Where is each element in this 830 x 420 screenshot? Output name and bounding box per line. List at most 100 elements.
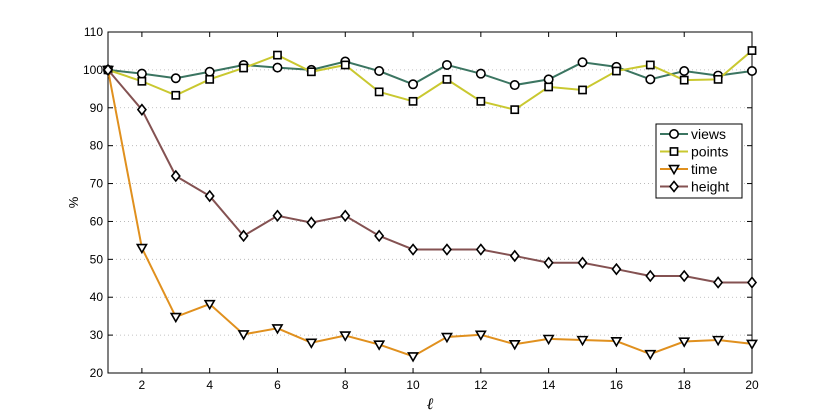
data-point-time	[678, 337, 691, 348]
data-point-time	[305, 338, 318, 349]
data-point-points	[713, 74, 723, 84]
y-tick-label: 70	[90, 177, 104, 191]
y-axis-label: %	[66, 196, 81, 208]
data-point-height	[238, 229, 249, 243]
data-point-points	[137, 76, 147, 86]
y-tick-label: 30	[90, 328, 104, 342]
legend-marker	[668, 129, 679, 140]
data-point-points	[578, 85, 587, 95]
data-point-height	[679, 269, 690, 283]
x-tick-label: 20	[745, 378, 759, 392]
data-point-time	[135, 243, 148, 255]
data-point-time	[237, 330, 250, 341]
data-point-views	[577, 57, 588, 68]
data-point-views	[679, 66, 690, 77]
data-point-time	[508, 340, 521, 351]
x-tick-label: 6	[274, 378, 281, 392]
data-point-views	[441, 59, 452, 70]
data-point-time	[746, 339, 758, 351]
data-point-points	[340, 60, 350, 70]
legend-item-time: time	[660, 161, 718, 177]
data-point-time	[712, 335, 725, 347]
data-point-height	[611, 262, 622, 276]
x-tick-label: 18	[678, 378, 692, 392]
legend-marker	[668, 164, 680, 176]
y-tick-label: 110	[84, 25, 103, 39]
y-tick-label: 50	[90, 252, 104, 266]
x-axis-label: ℓ	[427, 394, 434, 413]
y-tick-label: 40	[90, 290, 104, 304]
data-point-time	[169, 312, 182, 324]
data-point-views	[746, 66, 757, 77]
legend-label: points	[691, 144, 728, 160]
data-point-views	[475, 68, 486, 79]
data-point-views	[509, 80, 520, 91]
data-point-height	[306, 216, 317, 229]
data-point-time	[339, 331, 352, 342]
y-tick-label: 60	[90, 214, 104, 228]
data-point-time	[373, 340, 386, 351]
series-line-points	[107, 49, 753, 111]
legend-item-views: views	[660, 126, 726, 142]
data-point-time	[203, 299, 216, 311]
data-point-height	[340, 209, 351, 223]
legend-label: views	[691, 126, 726, 142]
data-point-time	[271, 324, 284, 335]
data-point-time	[576, 335, 589, 347]
data-point-height	[509, 249, 520, 263]
plot-frame	[107, 31, 753, 374]
data-point-points	[171, 90, 181, 100]
series-views	[103, 56, 757, 91]
series-line-views	[107, 60, 753, 87]
data-point-points	[205, 74, 215, 84]
data-point-points	[645, 60, 655, 70]
data-point-height	[645, 269, 656, 283]
series-line-height	[107, 69, 752, 284]
x-tick-label: 16	[610, 378, 624, 392]
legend-marker	[668, 180, 680, 193]
x-tick-label: 2	[139, 378, 146, 392]
legend-label: height	[691, 179, 729, 195]
data-point-views	[408, 79, 419, 90]
data-point-height	[170, 169, 181, 183]
data-point-time	[440, 332, 453, 344]
data-point-points	[747, 46, 757, 55]
series-points	[103, 46, 757, 115]
y-tick-label: 100	[83, 63, 103, 77]
data-point-height	[136, 103, 147, 116]
x-tick-label: 10	[406, 378, 420, 392]
data-point-points	[239, 63, 248, 73]
data-point-points	[374, 87, 384, 97]
data-point-views	[272, 62, 283, 73]
x-tick-label: 12	[474, 378, 488, 392]
series-group	[102, 46, 758, 363]
x-tick-label: 14	[542, 378, 556, 392]
data-point-height	[441, 243, 452, 256]
y-tick-label: 90	[90, 101, 104, 115]
data-point-height	[374, 229, 385, 243]
data-point-height	[713, 276, 724, 289]
data-point-time	[644, 349, 657, 361]
data-point-time	[407, 352, 420, 363]
data-point-points	[544, 82, 554, 92]
data-point-points	[273, 50, 282, 60]
data-point-views	[204, 66, 215, 77]
data-point-height	[102, 63, 114, 77]
series-line-time	[107, 69, 753, 358]
data-point-time	[474, 330, 487, 341]
data-point-points	[612, 66, 621, 76]
x-tick-label: 8	[342, 378, 349, 392]
series-height	[102, 63, 758, 289]
data-point-height	[408, 243, 419, 256]
data-point-height	[577, 256, 588, 270]
legend-label: time	[691, 161, 718, 177]
data-point-views	[543, 74, 554, 85]
data-point-time	[610, 336, 623, 348]
data-point-views	[170, 73, 181, 84]
data-point-points	[408, 96, 418, 106]
data-point-height	[543, 256, 554, 270]
data-point-points	[476, 96, 486, 106]
data-point-views	[136, 68, 147, 79]
